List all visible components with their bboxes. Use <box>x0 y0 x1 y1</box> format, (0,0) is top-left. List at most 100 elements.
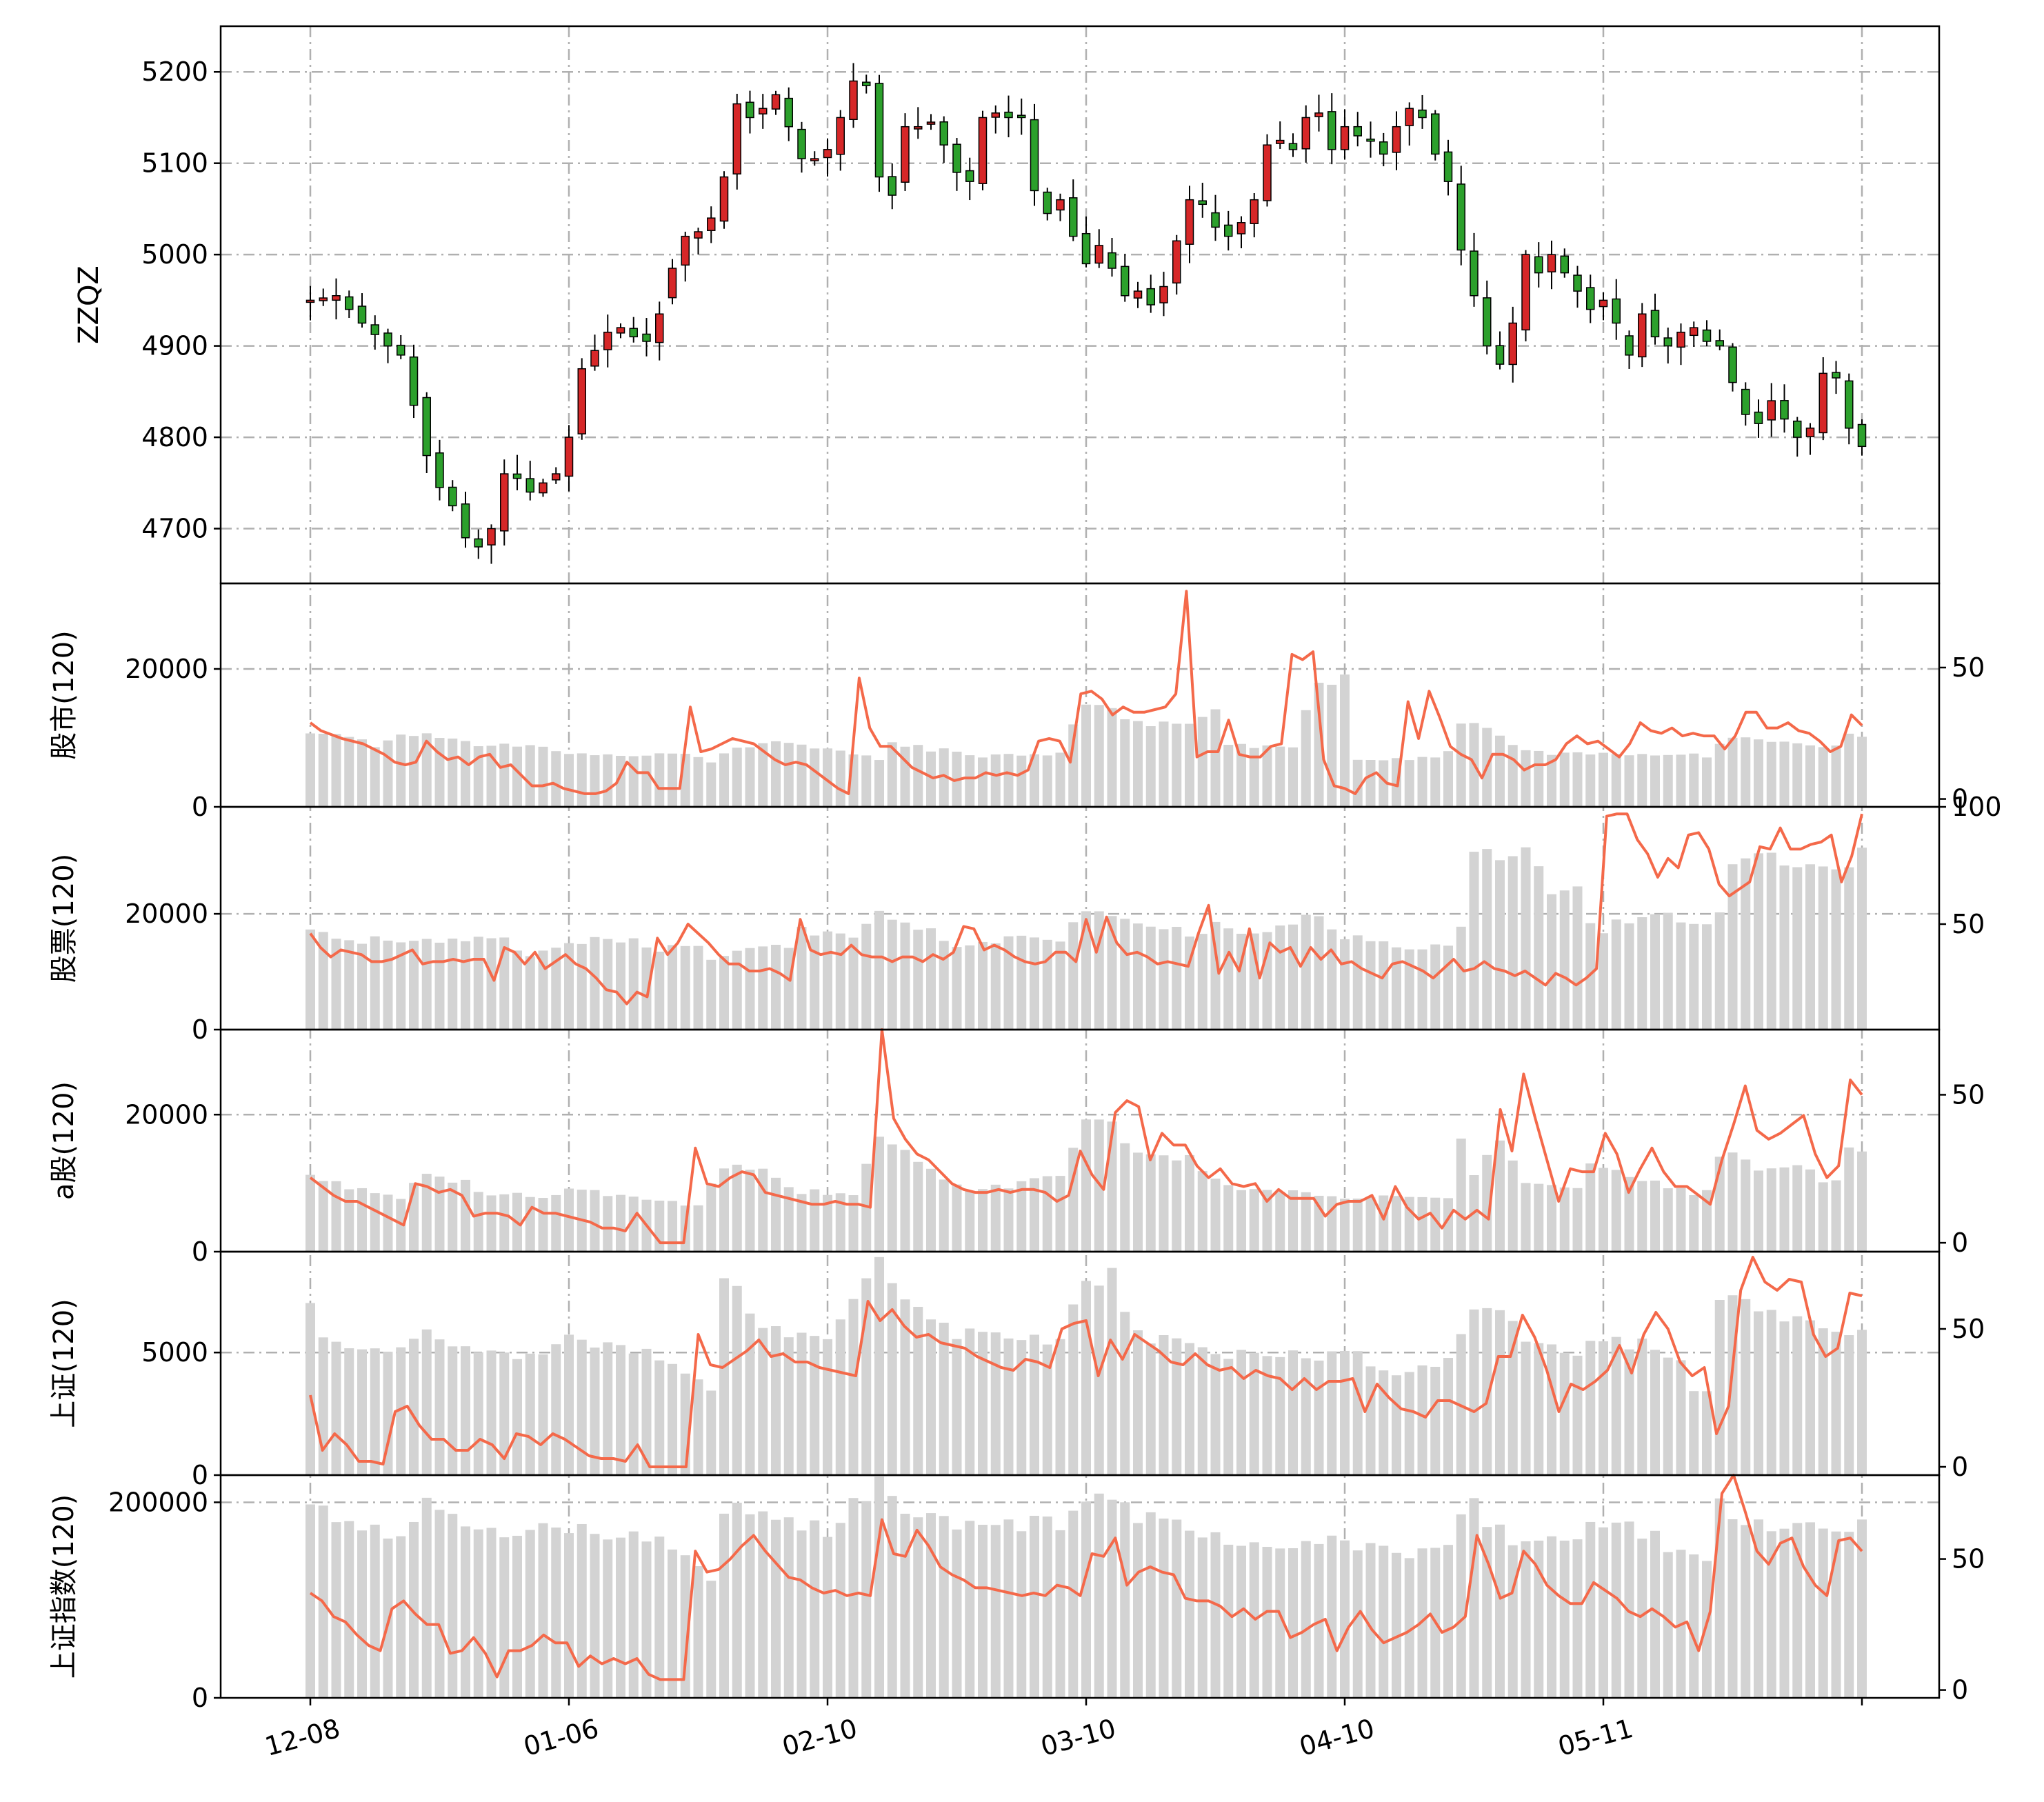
volume-bar <box>1172 926 1182 1030</box>
volume-bar <box>1275 1548 1285 1698</box>
volume-bar <box>952 947 962 1030</box>
volume-bar <box>1236 743 1246 807</box>
volume-bar <box>1275 925 1285 1030</box>
candle-down <box>1793 420 1802 438</box>
volume-bar <box>1417 1548 1427 1698</box>
volume-bar <box>564 1334 574 1475</box>
volume-bar <box>939 748 949 807</box>
volume-bar <box>1314 1360 1324 1475</box>
volume-bar <box>641 1348 652 1475</box>
volume-bar <box>641 947 652 1030</box>
volume-bar <box>1068 922 1079 1030</box>
candle-up <box>771 94 781 110</box>
volume-bar <box>758 743 768 807</box>
volume-bar <box>758 946 768 1030</box>
volume-bar <box>758 1511 768 1698</box>
candle-up <box>1185 199 1194 245</box>
volume-bar <box>952 1339 962 1475</box>
volume-bar <box>1714 743 1725 807</box>
volume-left-tick-label: 5000 <box>141 1337 208 1368</box>
candle-down <box>1845 380 1854 429</box>
volume-bar <box>486 1195 497 1252</box>
candle-up <box>1133 290 1143 299</box>
volume-bar <box>926 1319 936 1475</box>
candle-down <box>422 397 431 457</box>
volume-bar <box>461 741 470 807</box>
volume-bar <box>383 740 393 807</box>
volume-bar <box>1844 1335 1854 1475</box>
volume-bar <box>473 746 483 807</box>
volume-bar <box>693 1379 703 1475</box>
volume-bar <box>1301 1192 1311 1252</box>
volume-bar <box>1327 684 1337 807</box>
volume-bar <box>874 910 884 1030</box>
volume-bar <box>900 1150 910 1252</box>
volume-bar <box>1792 1523 1803 1698</box>
volume-bar <box>848 1299 859 1475</box>
volume-bar <box>1727 1152 1738 1252</box>
volume-bar <box>887 1496 897 1698</box>
volume-bar <box>823 1194 832 1252</box>
volume-bar <box>1766 1168 1776 1252</box>
volume-bar <box>1547 1185 1556 1252</box>
volume-bar <box>538 746 548 807</box>
volume-bar <box>965 1190 975 1252</box>
volume-bar <box>1779 1321 1790 1475</box>
volume-bar <box>1637 754 1647 807</box>
volume-bar <box>1585 1163 1596 1252</box>
volume-left-tick-label: 0 <box>192 792 208 822</box>
volume-bar <box>1430 1197 1441 1252</box>
candle-up <box>577 368 586 434</box>
volume-bar <box>887 919 897 1030</box>
volume-bar <box>1456 1514 1466 1698</box>
candle-down <box>435 452 444 488</box>
volume-bar <box>654 753 665 807</box>
candle-down <box>1534 256 1543 274</box>
volume-bar <box>745 948 755 1030</box>
volume-bar <box>344 1348 354 1475</box>
volume-bar <box>952 1184 962 1252</box>
volume-bar <box>590 1534 600 1698</box>
volume-bar <box>1676 1188 1686 1252</box>
volume-bar <box>823 931 832 1030</box>
volume-bar <box>1210 1354 1221 1475</box>
volume-bar <box>732 950 742 1030</box>
candle-up <box>1676 331 1685 348</box>
candle-up <box>668 268 677 299</box>
volume-bar <box>1352 1351 1363 1475</box>
volume-bar <box>732 1164 742 1252</box>
candle-up <box>655 313 664 343</box>
volume-bar <box>383 1352 393 1475</box>
volume-bar <box>1172 723 1182 807</box>
volume-bar <box>1818 747 1828 807</box>
volume-bar <box>1172 1519 1182 1698</box>
volume-bar <box>1068 1304 1079 1475</box>
volume-bar <box>1030 1334 1039 1475</box>
candle-down <box>1431 113 1440 155</box>
candle-up <box>1508 322 1517 366</box>
volume-right-tick-label: 0 <box>1952 1228 1968 1258</box>
volume-bar <box>331 734 341 807</box>
volume-bar <box>1663 1552 1673 1698</box>
volume-right-tick-label: 0 <box>1952 784 1968 814</box>
volume-bar <box>1507 745 1518 807</box>
volume-bar <box>1223 745 1234 807</box>
volume-bar <box>706 1183 717 1252</box>
volume-bar <box>810 935 820 1030</box>
volume-bar <box>1443 1545 1453 1698</box>
volume-bar <box>1443 945 1453 1030</box>
volume-bar <box>1637 1539 1647 1698</box>
volume-bar <box>680 945 690 1030</box>
volume-bar <box>1314 683 1324 807</box>
volume-bar <box>1599 1527 1608 1698</box>
candles-layer <box>305 63 1867 564</box>
volume-bar <box>1210 1532 1221 1698</box>
volume-left-tick-label: 20000 <box>125 654 208 684</box>
volume-bar <box>1844 733 1854 807</box>
volume-bar <box>357 739 367 807</box>
volume-bar <box>1534 866 1544 1030</box>
volume-bar <box>1844 1532 1854 1698</box>
volume-bar <box>1779 1167 1790 1252</box>
volume-bar <box>1702 1561 1712 1698</box>
volume-bar <box>1030 937 1039 1030</box>
